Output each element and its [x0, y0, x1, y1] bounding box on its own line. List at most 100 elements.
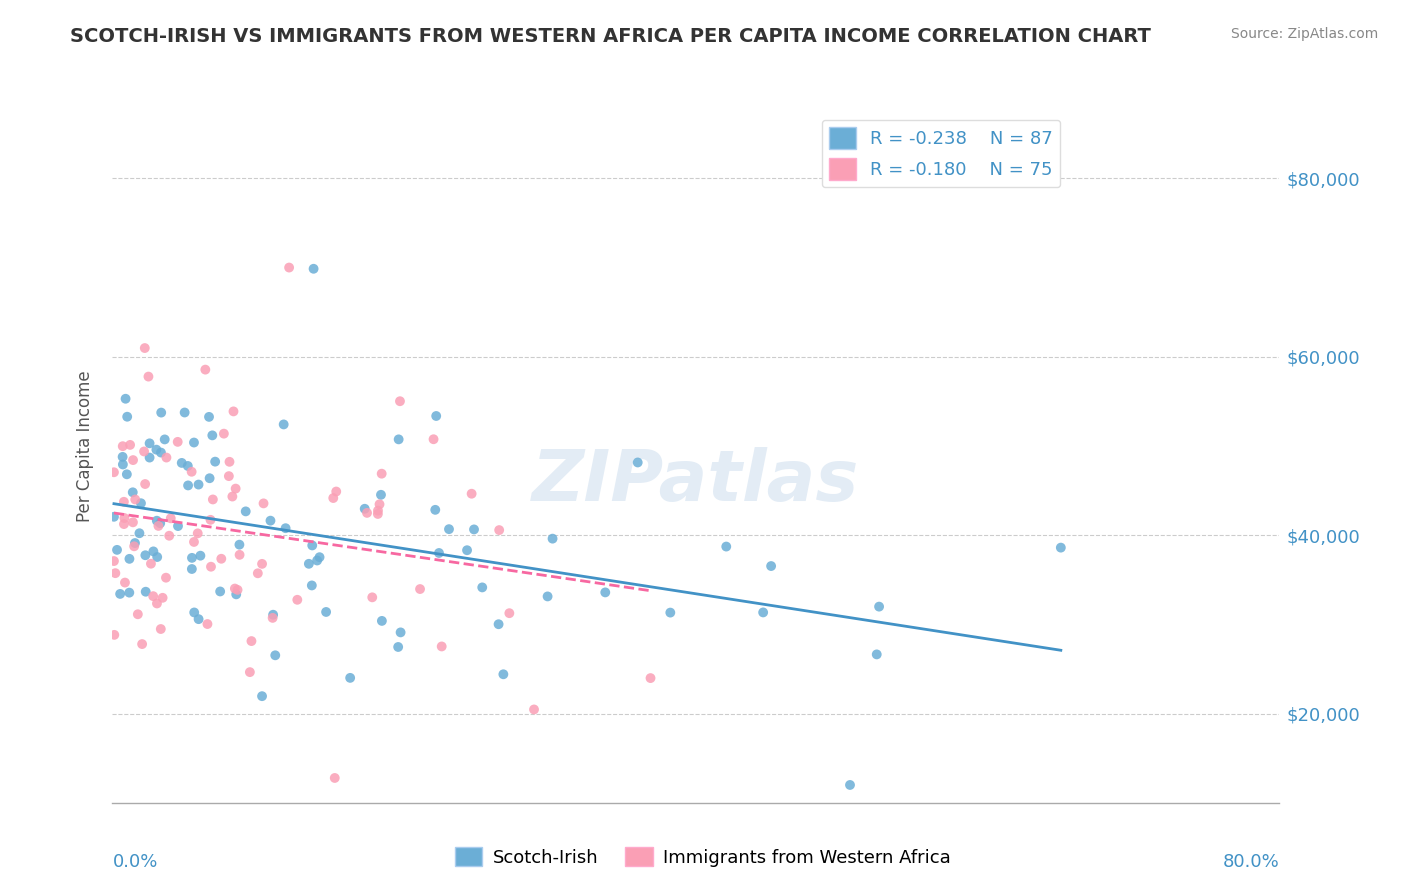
Point — [124, 536, 146, 550]
Point — [387, 640, 409, 654]
Text: SCOTCH-IRISH VS IMMIGRANTS FROM WESTERN AFRICA PER CAPITA INCOME CORRELATION CHA: SCOTCH-IRISH VS IMMIGRANTS FROM WESTERN … — [70, 27, 1152, 45]
Point — [264, 648, 287, 663]
Point — [177, 478, 200, 492]
Point — [425, 503, 447, 517]
Point — [301, 538, 323, 552]
Point — [111, 450, 134, 464]
Point — [134, 477, 156, 491]
Point — [225, 587, 247, 601]
Point — [111, 458, 134, 472]
Point — [114, 392, 136, 406]
Point — [150, 406, 173, 420]
Point — [302, 261, 325, 276]
Point — [146, 514, 169, 528]
Text: 80.0%: 80.0% — [1223, 853, 1279, 871]
Point — [226, 582, 249, 597]
Point — [200, 559, 222, 574]
Point — [108, 587, 131, 601]
Point — [523, 702, 546, 716]
Point — [259, 514, 281, 528]
Point — [541, 532, 564, 546]
Point — [112, 511, 135, 525]
Point — [262, 611, 284, 625]
Point — [103, 628, 125, 642]
Point — [388, 433, 411, 447]
Point — [146, 597, 169, 611]
Point — [218, 455, 240, 469]
Point — [492, 667, 515, 681]
Point — [488, 523, 510, 537]
Point — [124, 492, 146, 507]
Point — [367, 507, 389, 521]
Point — [159, 511, 181, 525]
Point — [204, 455, 226, 469]
Point — [198, 409, 221, 424]
Point — [425, 409, 447, 423]
Point — [190, 549, 212, 563]
Text: 0.0%: 0.0% — [112, 853, 157, 871]
Point — [103, 554, 125, 568]
Point — [103, 465, 125, 479]
Point — [167, 519, 190, 533]
Point — [367, 503, 389, 517]
Point — [422, 432, 444, 446]
Point — [498, 606, 520, 620]
Point — [122, 516, 145, 530]
Point — [456, 543, 478, 558]
Point — [252, 496, 274, 510]
Point — [640, 671, 662, 685]
Point — [250, 689, 273, 703]
Point — [198, 471, 221, 485]
Point — [152, 591, 174, 605]
Point — [201, 428, 224, 442]
Point — [471, 581, 494, 595]
Point — [209, 584, 232, 599]
Point — [218, 469, 240, 483]
Point — [135, 584, 157, 599]
Point — [194, 362, 217, 376]
Point — [120, 438, 142, 452]
Point — [142, 589, 165, 603]
Point — [239, 665, 262, 680]
Point — [180, 465, 202, 479]
Point — [134, 548, 156, 562]
Point — [759, 559, 782, 574]
Point — [142, 544, 165, 558]
Point — [112, 517, 135, 532]
Point — [368, 497, 391, 511]
Point — [224, 582, 246, 596]
Point — [246, 566, 269, 581]
Point — [659, 606, 682, 620]
Point — [285, 592, 308, 607]
Point — [228, 538, 250, 552]
Text: Source: ZipAtlas.com: Source: ZipAtlas.com — [1230, 27, 1378, 41]
Point — [323, 771, 346, 785]
Point — [149, 516, 172, 531]
Point — [132, 444, 155, 458]
Point — [371, 614, 394, 628]
Point — [129, 496, 152, 510]
Point — [180, 562, 202, 576]
Point — [103, 509, 125, 524]
Point — [301, 578, 323, 592]
Point — [339, 671, 361, 685]
Point — [187, 612, 209, 626]
Point — [353, 501, 375, 516]
Point — [209, 551, 232, 566]
Point — [278, 260, 301, 275]
Point — [148, 519, 170, 533]
Legend: Scotch-Irish, Immigrants from Western Africa: Scotch-Irish, Immigrants from Western Af… — [447, 840, 959, 874]
Point — [138, 436, 160, 450]
Point — [370, 488, 392, 502]
Point — [200, 513, 222, 527]
Point — [273, 417, 295, 432]
Point — [122, 539, 145, 553]
Point — [437, 522, 460, 536]
Point — [157, 529, 180, 543]
Point — [183, 435, 205, 450]
Point — [201, 492, 224, 507]
Point — [221, 490, 243, 504]
Point — [839, 778, 862, 792]
Point — [127, 607, 149, 622]
Point — [155, 571, 177, 585]
